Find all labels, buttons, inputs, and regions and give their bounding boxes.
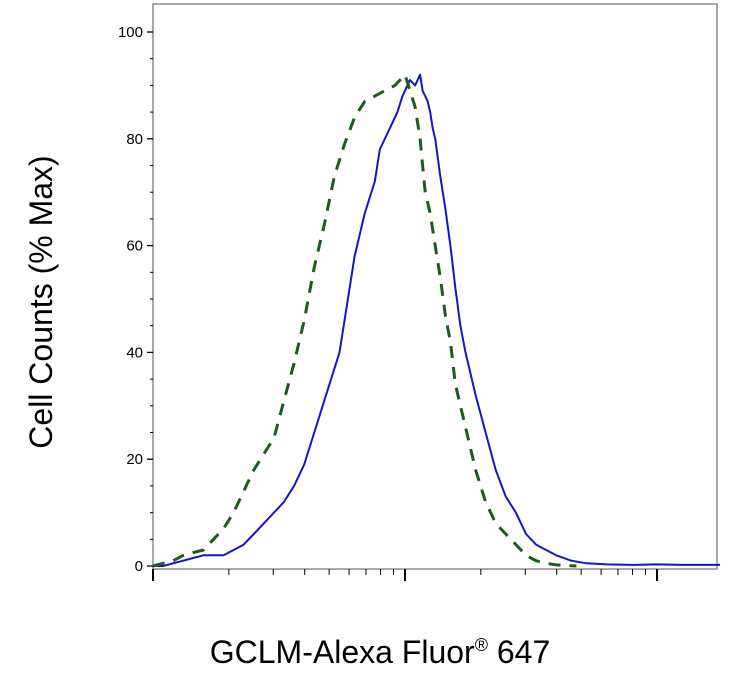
y-tick-label: 40 bbox=[126, 344, 143, 361]
y-axis: 0 20 40 60 80 100 bbox=[118, 24, 153, 575]
y-tick-label: 20 bbox=[126, 451, 143, 468]
y-axis-title: Cell Counts (% Max) bbox=[23, 155, 59, 448]
y-tick-label: 100 bbox=[118, 24, 143, 41]
x-axis-title: GCLM-Alexa Fluor® 647 bbox=[210, 634, 551, 670]
plot-frame bbox=[152, 3, 718, 570]
y-tick-label: 60 bbox=[126, 238, 143, 255]
y-tick-label: 80 bbox=[126, 131, 143, 148]
x-axis-title-suffix: 647 bbox=[488, 634, 550, 670]
series-line-dashed bbox=[152, 73, 577, 568]
x-axis-title-main: GCLM-Alexa Fluor bbox=[210, 634, 475, 670]
x-axis-title-mark: ® bbox=[475, 635, 488, 655]
series-layer bbox=[152, 73, 720, 568]
x-axis bbox=[152, 569, 658, 581]
series-line-solid bbox=[153, 73, 720, 567]
y-tick-label: 0 bbox=[135, 558, 143, 575]
